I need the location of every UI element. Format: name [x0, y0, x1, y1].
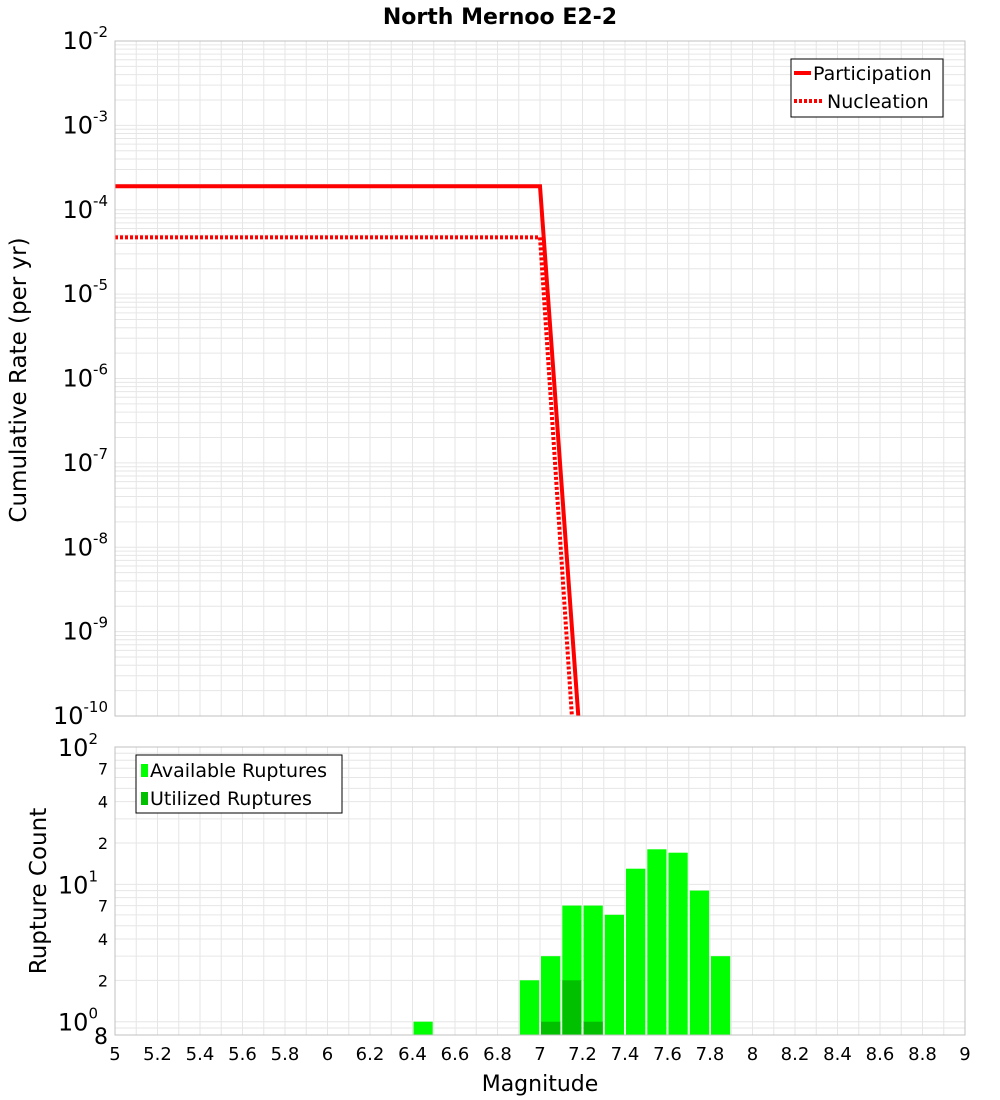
rate-series: [115, 184, 581, 717]
x-tick-label: 8: [747, 1044, 758, 1065]
utilized-bar: [562, 980, 582, 1035]
available-bar: [413, 1021, 433, 1035]
x-tick-label: 5: [109, 1044, 120, 1065]
x-tick-label: 8.8: [908, 1044, 937, 1065]
rate-y-tick-label: 10-9: [62, 614, 108, 646]
rate-y-tick-label: 10-2: [62, 23, 108, 55]
x-tick-label: 8.6: [866, 1044, 895, 1065]
count-y-tick-label: 100: [58, 1005, 98, 1037]
x-tick-label: 8.4: [823, 1044, 852, 1065]
rate-y-tick-label: 10-6: [62, 361, 108, 393]
x-tick-label: 6: [322, 1044, 333, 1065]
utilized-bar: [541, 1021, 561, 1035]
x-tick-label: 6.4: [398, 1044, 427, 1065]
utilized-bar: [583, 1021, 603, 1035]
count-y-tick-label: 7: [98, 759, 108, 778]
count-y-tick-label: 2: [98, 834, 108, 853]
x-tick-label: 8.2: [781, 1044, 810, 1065]
rate-y-tick-label: 10-4: [62, 192, 108, 224]
legend-participation-label: Participation: [813, 63, 932, 85]
x-tick-label: 6.8: [483, 1044, 512, 1065]
x-tick-label: 7.2: [568, 1044, 597, 1065]
series-line-participation: [115, 184, 581, 717]
available-bar: [541, 956, 561, 1035]
x-tick-label: 5.4: [186, 1044, 215, 1065]
series-line-nucleation: [115, 235, 574, 717]
available-bar: [711, 956, 731, 1035]
x-tick-label: 6.6: [441, 1044, 470, 1065]
legend-utilized-swatch: [141, 792, 148, 805]
available-bar: [647, 849, 667, 1035]
x-tick-label: 5.8: [271, 1044, 300, 1065]
count-y-axis-label: Rupture Count: [26, 808, 52, 974]
rate-legend: Participation Nucleation: [790, 58, 944, 118]
x-tick-label: 5.2: [143, 1044, 172, 1065]
rate-y-tick-label: 10-5: [62, 276, 108, 308]
count-legend: Available Ruptures Utilized Ruptures: [135, 754, 343, 814]
x-tick-label: 7.8: [696, 1044, 725, 1065]
rate-y-axis: 10-10 10-9 10-8 10-7 10-6 10-5 10-4 10-3 10-2: [53, 23, 108, 730]
x-axis-label: Magnitude: [482, 1072, 599, 1097]
legend-utilized-label: Utilized Ruptures: [150, 788, 312, 810]
available-bar: [519, 980, 540, 1035]
rate-y-tick-label: 10-7: [62, 445, 108, 477]
count-bars: [413, 849, 731, 1035]
chart-title: North Mernoo E2-2: [383, 5, 617, 30]
x-tick-label: 7: [534, 1044, 545, 1065]
count-y-tick-label: 102: [58, 730, 98, 762]
rate-y-axis-label: Cumulative Rate (per yr): [6, 237, 32, 522]
legend-available-swatch: [141, 764, 148, 777]
count-y-tick-label: 2: [98, 971, 108, 990]
x-axis: 5 5.2 5.4 5.6 5.8 6 6.2 6.4 6.6 6.8 7 7.2 7.4 7.6 7.8 8…: [109, 1044, 970, 1065]
x-tick-label: 9: [959, 1044, 970, 1065]
x-tick-label: 5.6: [228, 1044, 257, 1065]
available-bar: [668, 852, 688, 1035]
legend-available-label: Available Ruptures: [150, 760, 327, 782]
rate-panel: 10-10 10-9 10-8 10-7 10-6 10-5 10-4 10-3 10-2 Cu…: [6, 23, 966, 730]
count-plot-frame: [114, 746, 966, 1036]
rate-y-tick-label: 10-8: [62, 529, 108, 561]
rate-grid: [114, 41, 966, 717]
rate-y-tick-label: 10-3: [62, 107, 108, 139]
available-bar: [689, 890, 710, 1035]
count-y-tick-label: 4: [98, 930, 108, 949]
rate-plot-frame: [114, 40, 966, 717]
x-tick-label: 7.4: [611, 1044, 640, 1065]
x-tick-label: 6.2: [356, 1044, 385, 1065]
count-y-tick-label: 8: [94, 1025, 108, 1050]
count-legend-box: [135, 754, 343, 814]
x-tick-label: 7.6: [653, 1044, 682, 1065]
count-y-tick-label: 101: [58, 867, 98, 899]
available-bar: [604, 914, 624, 1035]
rate-legend-box: [790, 58, 944, 118]
count-y-tick-label: 4: [98, 793, 108, 812]
available-bar: [583, 905, 603, 1035]
available-bar: [626, 868, 646, 1035]
rate-y-tick-label: 10-10: [53, 698, 108, 730]
count-y-tick-label: 7: [98, 897, 108, 916]
legend-nucleation-label: Nucleation: [827, 91, 929, 113]
